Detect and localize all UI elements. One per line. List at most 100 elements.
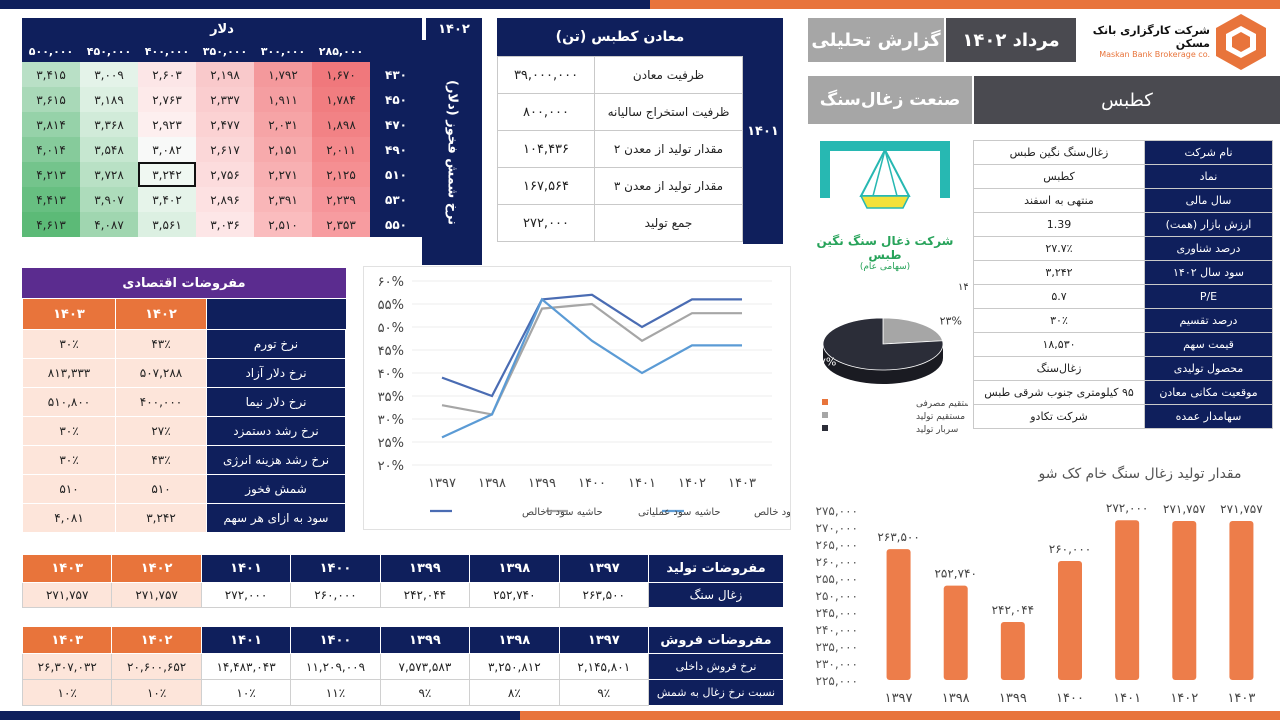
info-label: نام شرکت <box>1144 140 1273 165</box>
top-accent-bar <box>0 0 650 9</box>
bar-y-tick: ۲۷۵,۰۰۰ <box>816 504 859 518</box>
info-value: کطبس <box>973 164 1145 189</box>
bar-x-tick: ۱۳۹۹ <box>999 691 1027 706</box>
sens-cell: ۲,۶۱۷ <box>196 137 254 162</box>
sens-cell: ۳,۴۱۵ <box>22 62 80 87</box>
coal-company-name: شرکت ذغال سنگ نگین طبس <box>816 234 954 262</box>
sens-cell: ۳,۴۰۲ <box>138 187 196 212</box>
mines-row: ۲۷۲,۰۰۰ جمع تولید <box>497 204 743 242</box>
ticker-symbol: کطبس <box>974 76 1280 124</box>
sales-row-label: نرخ فروش داخلی <box>648 653 784 680</box>
prod-row-label: زغال سنگ <box>648 582 784 608</box>
bar-y-tick: ۲۵۵,۰۰۰ <box>816 572 859 586</box>
pie-slice <box>822 317 944 371</box>
mines-value: ۱۰۴,۴۳۶ <box>497 130 595 168</box>
econ-label: نرخ دلار نیما <box>206 387 346 417</box>
sales-value: ۱۱,۲۰۹,۰۰۹ <box>290 653 381 680</box>
sens-rate: ۵۵۰ <box>370 212 422 237</box>
bar-value-label: ۲۷۲,۰۰۰ <box>1106 501 1149 515</box>
company-info-table: زغال‌سنگ نگین طبس نام شرکت کطبس نماد منتهی ب… <box>973 140 1273 429</box>
sens-cell: ۳,۵۴۸ <box>80 137 138 162</box>
bar-y-tick: ۲۶۰,۰۰۰ <box>816 555 859 569</box>
info-row: شرکت تکادو سهامدار عمده <box>973 404 1273 429</box>
prod-value: ۲۴۲,۰۴۴ <box>379 582 471 608</box>
sens-rate: ۵۳۰ <box>370 187 422 212</box>
dollar-header: دلار <box>22 18 422 40</box>
sales-value: ۹٪ <box>379 679 471 706</box>
info-row: ۵.۷ P/E <box>973 284 1273 309</box>
prod-year-header: ۱۴۰۲ <box>111 554 202 583</box>
mines-row: ۸۰۰,۰۰۰ ظرفیت استخراج سالیانه <box>497 93 743 131</box>
econ-header-row: ۱۴۰۳ ۱۴۰۲ <box>22 298 346 330</box>
sens-row: ۳,۸۱۴ ۳,۳۶۸ ۲,۹۲۳ ۲,۴۷۷ ۲,۰۳۱ ۱,۸۹۸ ۴۷۰ <box>22 112 422 137</box>
sens-rate: ۴۵۰ <box>370 87 422 112</box>
info-row: 1.39 ارزش بازار (همت) <box>973 212 1273 237</box>
sales-value: ۳,۲۵۰,۸۱۲ <box>469 653 560 680</box>
line-y-tick: ۳۵% <box>378 390 404 405</box>
bar <box>943 585 968 680</box>
industry-label: صنعت زغال‌سنگ <box>808 76 972 124</box>
sens-cell: ۳,۰۰۹ <box>80 62 138 87</box>
sens-cell: ۲,۱۵۱ <box>254 137 312 162</box>
econ-row: ۴,۰۸۱ ۳,۲۴۲ سود به ازای هر سهم <box>22 503 346 533</box>
econ-row: ۸۱۳,۳۳۳ ۵۰۷,۲۸۸ نرخ دلار آزاد <box>22 358 346 388</box>
sens-cell: ۳,۶۱۵ <box>22 87 80 112</box>
brokerage-logo-icon <box>1212 12 1270 70</box>
info-label: سود سال ۱۴۰۲ <box>1144 260 1273 285</box>
report-date: مرداد ۱۴۰۲ <box>946 18 1076 62</box>
econ-value: ۳۰٪ <box>22 416 116 446</box>
econ-row: ۳۰٪ ۴۳٪ نرخ رشد هزینه انرژی <box>22 445 346 475</box>
dollar-col-header: ۵۰۰,۰۰۰ <box>22 40 80 62</box>
bar <box>1000 622 1025 680</box>
sales-header-row: ۱۴۰۳ ۱۴۰۲ ۱۴۰۱ ۱۴۰۰ ۱۳۹۹ ۱۳۹۸ ۱۳۹۷ مفروضات فروش <box>21 626 784 654</box>
econ-row: ۵۱۰ ۵۱۰ شمش فخوز <box>22 474 346 504</box>
sens-row: ۴,۲۱۳ ۳,۷۲۸ ۳,۲۴۲ ۲,۷۵۶ ۲,۲۷۱ ۲,۱۲۵ ۵۱۰ <box>22 162 422 187</box>
sens-cell: ۲,۱۹۸ <box>196 62 254 87</box>
econ-col-header: ۱۴۰۳ <box>22 298 116 330</box>
info-label: ارزش بازار (همت) <box>1144 212 1273 237</box>
info-value: ۵.۷ <box>973 284 1145 309</box>
line-y-tick: ۵۰% <box>378 321 404 336</box>
info-value: ۹۵ کیلومتری جنوب شرقی طبس <box>973 380 1145 405</box>
info-row: ۱۸,۵۳۰ قیمت سهم <box>973 332 1273 357</box>
bar <box>1058 561 1082 680</box>
econ-value: ۴۳٪ <box>115 329 207 359</box>
mines-value: ۳۹,۰۰۰,۰۰۰ <box>497 56 595 94</box>
prod-value: ۲۶۳,۵۰۰ <box>558 582 650 608</box>
sens-rate: ۵۱۰ <box>370 162 422 187</box>
econ-row: ۵۱۰,۸۰۰ ۴۰۰,۰۰۰ نرخ دلار نیما <box>22 387 346 417</box>
sales-value: ۲۶,۳۰۷,۰۳۲ <box>21 653 113 680</box>
bar-x-tick: ۱۴۰۱ <box>1113 691 1141 706</box>
sens-row: ۴,۶۱۳ ۴,۰۸۷ ۳,۵۶۱ ۳,۰۳۶ ۲,۵۱۰ ۲,۳۵۳ ۵۵۰ <box>22 212 422 237</box>
mines-label: ظرفیت معادن <box>594 56 743 94</box>
prod-value: ۲۷۲,۰۰۰ <box>200 582 292 608</box>
prod-year-header: ۱۴۰۱ <box>200 554 292 583</box>
dollar-col-header: ۴۵۰,۰۰۰ <box>80 40 138 62</box>
sens-cell: ۲,۳۹۱ <box>254 187 312 212</box>
econ-value: ۵۰۷,۲۸۸ <box>115 358 207 388</box>
line-x-tick: ۱۴۰۳ <box>728 476 756 491</box>
bar-y-tick: ۲۷۰,۰۰۰ <box>816 521 859 535</box>
econ-value: ۵۱۰ <box>22 474 116 504</box>
row-axis-label-cell: نرخ شمش فخوز (دلار) <box>422 40 482 265</box>
sens-cell: ۲,۴۷۷ <box>196 112 254 137</box>
pie-legend-label: دستمزد مستقیم تولید <box>916 412 968 422</box>
info-value: زغال‌سنگ نگین طبس <box>973 140 1145 165</box>
sales-year-header: ۱۴۰۳ <box>21 626 113 654</box>
info-row: زغال‌سنگ محصول تولیدی <box>973 356 1273 381</box>
line-x-tick: ۱۴۰۲ <box>678 476 706 491</box>
econ-value: ۲۷٪ <box>115 416 207 446</box>
report-type: گزارش تحلیلی <box>808 18 944 62</box>
sens-cell: ۳,۸۱۴ <box>22 112 80 137</box>
info-label: سهامدار عمده <box>1144 404 1273 429</box>
pie-legend-swatch <box>822 399 828 405</box>
info-row: کطبس نماد <box>973 164 1273 189</box>
sens-cell: ۳,۰۸۲ <box>138 137 196 162</box>
pie-legend-swatch <box>822 412 828 418</box>
bar-value-label: ۲۷۱,۷۵۷ <box>1220 502 1263 516</box>
sens-cell: ۳,۵۶۱ <box>138 212 196 237</box>
line-legend-label: حاشیه سود ناخالص <box>522 507 603 518</box>
sens-cell: ۳,۷۲۸ <box>80 162 138 187</box>
sens-cell: ۴,۰۱۴ <box>22 137 80 162</box>
mines-value: ۱۶۷,۵۶۴ <box>497 167 595 205</box>
